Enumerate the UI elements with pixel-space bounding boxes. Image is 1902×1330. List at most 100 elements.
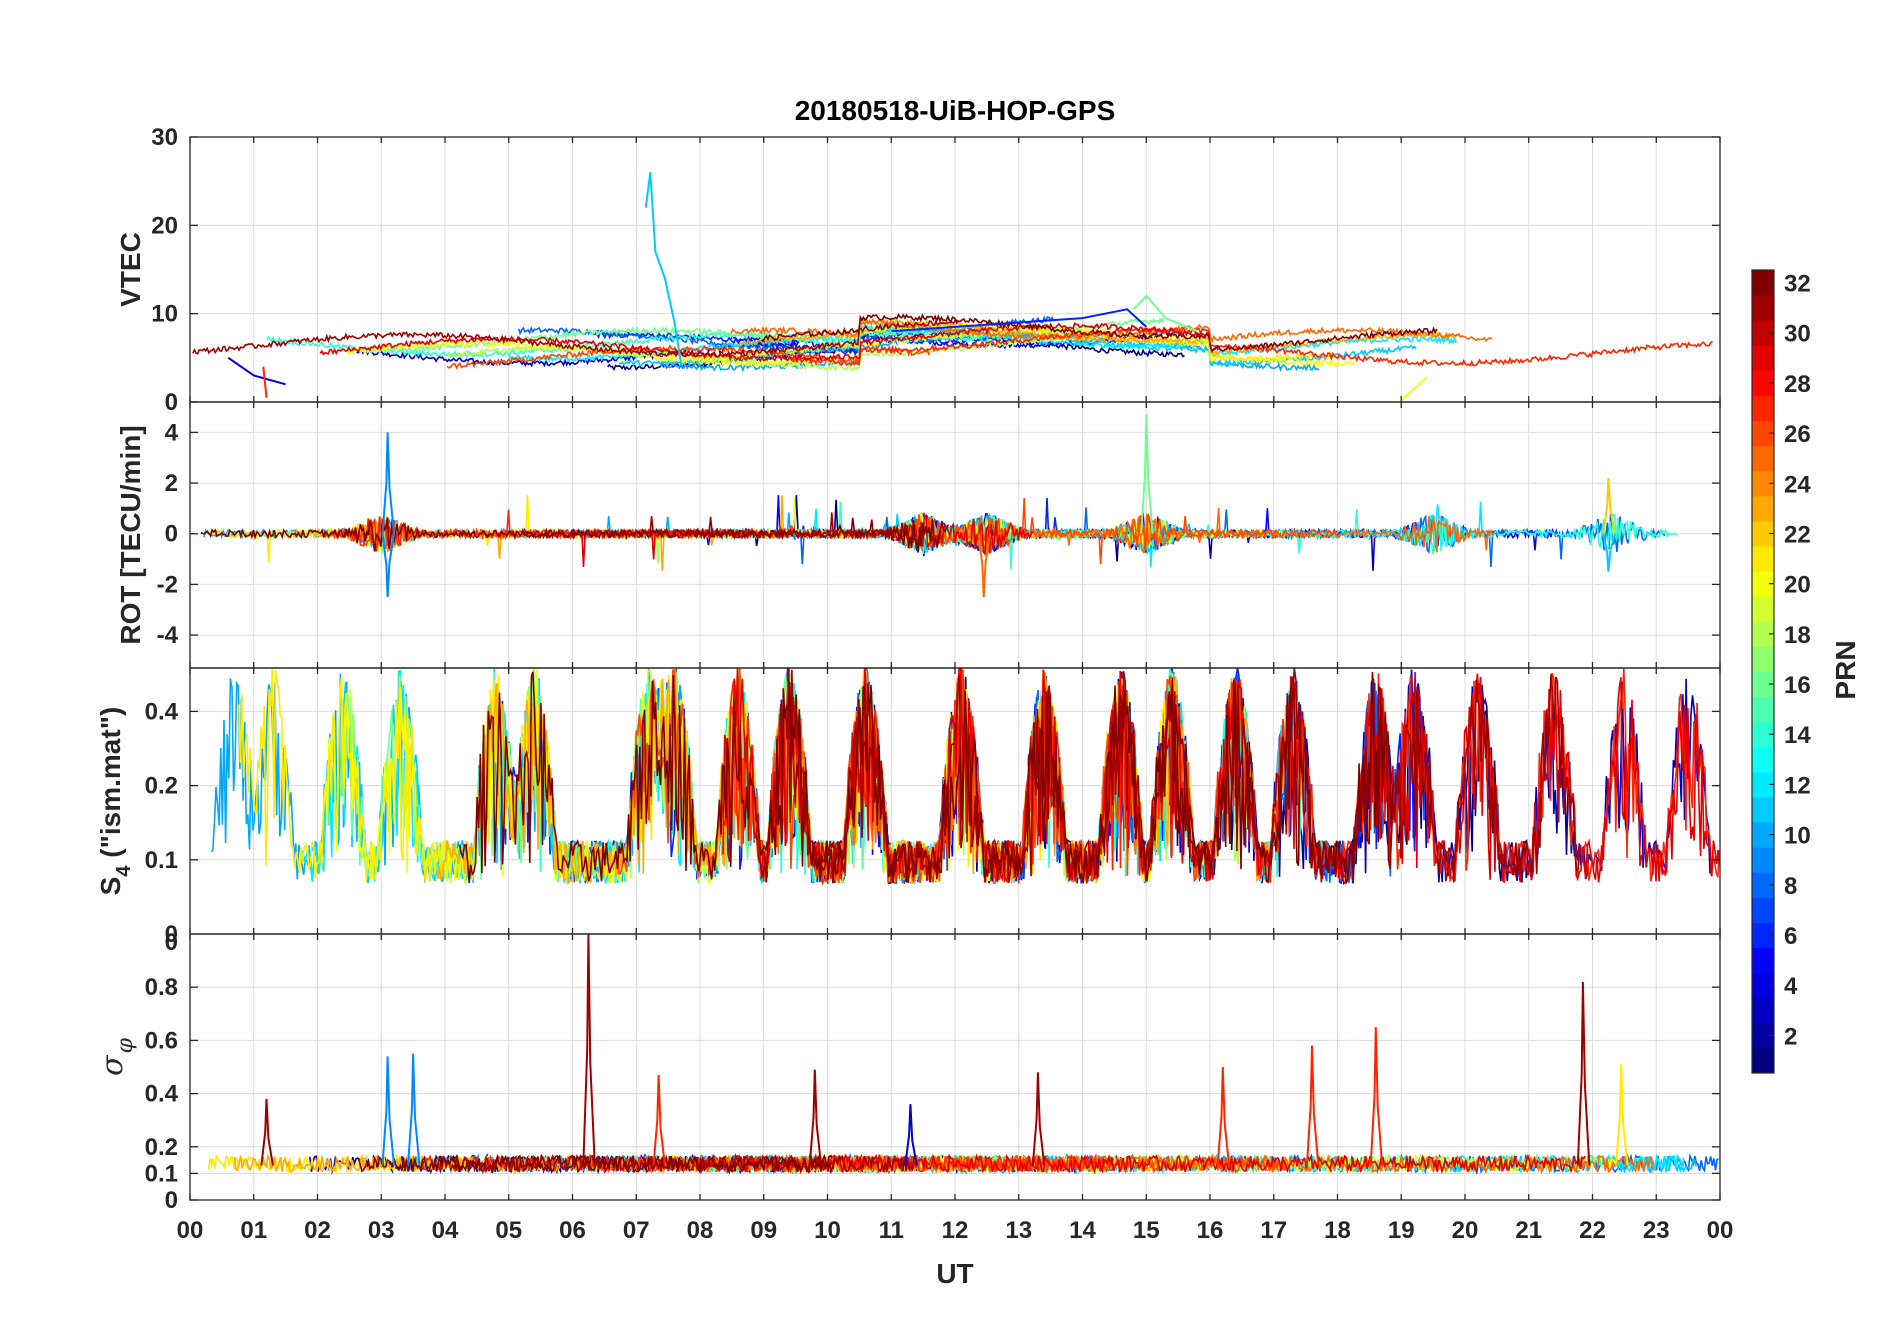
xtick-label: 12 [942,1217,969,1244]
sigma_phi-trace-prn-31 [449,1152,915,1175]
vtec-feature-2 [1132,294,1198,333]
colorbar-swatch-prn-30 [1752,320,1774,346]
x-tick-labels: 00 01 02 03 04 05 06 07 08 09 10 11 12 13 14 15 16 17 18 19… [177,1217,1734,1244]
colorbar-swatch-prn-8 [1752,872,1774,898]
vtec-trace-prn-26 [446,344,931,370]
colorbar-swatch-prn-16 [1752,671,1774,698]
sigma_phi-trace-prn-29 [700,1153,1586,1175]
xtick-label: 00 [1707,1217,1734,1244]
colorbar-swatch-prn-2 [1752,1022,1774,1049]
colorbar-swatch-prn-27 [1752,395,1774,422]
colorbar-tick-label: 26 [1784,421,1811,448]
ylabel-sigma_phi: σφ [95,1037,138,1075]
rot-trace-prn-31 [522,512,920,549]
xtick-label: 13 [1005,1217,1032,1244]
colorbar-swatch-prn-23 [1752,495,1774,522]
colorbar-swatch-prn-3 [1752,997,1774,1024]
xtick-label: 08 [687,1217,714,1244]
sigma_phi-peak-11 [1576,981,1591,1166]
colorbar-swatch-prn-25 [1752,445,1774,472]
colorbar-swatch-prn-6 [1752,922,1774,949]
xtick-label: 21 [1515,1217,1542,1244]
vtec-trace-prn-31 [192,318,960,359]
xtick-label: 02 [304,1217,331,1244]
sigma_phi-peak-9 [1305,1045,1320,1166]
rot-peak-4 [1602,477,1616,534]
colorbar-label: PRN [1830,640,1861,699]
colorbar-swatch-prn-28 [1752,370,1774,396]
vtec-feature-5 [1400,376,1428,401]
sigma_phi-peak-2 [407,1053,421,1166]
vtec-feature-1 [891,308,1147,333]
colorbar-tick-label: 2 [1784,1023,1797,1050]
colorbar-tick-label: 22 [1784,521,1811,548]
series-group-sigma_phi [207,934,1720,1175]
colorbar-swatch-prn-18 [1752,621,1774,647]
colorbar-swatch-prn-5 [1752,947,1774,974]
xtick-label: 06 [559,1217,586,1244]
sigma_phi-peak-10 [1369,1027,1384,1166]
ytick-label-s4-bottom: 0 [165,921,178,948]
ytick-label-s4: 0.4 [145,698,179,725]
series-group-vtec [192,172,1713,401]
vtec-feature-3 [227,356,286,386]
xtick-label: 22 [1579,1217,1606,1244]
xtick-label: 10 [814,1217,841,1244]
vtec-feature-4 [262,366,268,398]
xtick-label: 16 [1197,1217,1224,1244]
rot-peak-2 [977,533,992,598]
ylabel-s4: S4 ("ism.mat") [95,707,135,896]
colorbar-swatch-prn-24 [1752,470,1774,497]
ytick-label-sigma_phi: 0 [165,1187,178,1214]
xtick-label: 07 [623,1217,650,1244]
ytick-label-sigma_phi: 0.2 [145,1134,178,1161]
xtick-label: 14 [1069,1217,1096,1244]
ylabel-rot: ROT [TECU/min] [115,425,146,644]
rot-trace-prn-32 [200,517,950,553]
ytick-label-sigma_phi: 0.8 [145,974,178,1001]
xtick-label: 19 [1388,1217,1415,1244]
colorbar-swatch-prn-14 [1752,721,1774,748]
colorbar-tick-label: 24 [1784,471,1811,498]
ytick-label-s4: 0.2 [145,773,178,800]
colorbar-tick-label: 10 [1784,823,1811,850]
vtec-trace-prn-25 [730,317,1493,344]
colorbar-tick-label: 14 [1784,722,1811,749]
rot-peak-0 [381,432,395,534]
colorbar-swatch-prn-10 [1752,822,1774,848]
colorbar-swatch-prn-20 [1752,571,1774,597]
colorbar-swatch-prn-4 [1752,972,1774,999]
ytick-label-rot: 4 [165,419,179,446]
ytick-label-vtec: 20 [151,212,178,239]
ytick-label-vtec: 30 [151,124,178,151]
xtick-label: 03 [368,1217,395,1244]
s4-trace-prn-32 [458,671,1395,885]
sigma_phi-peak-8 [1216,1066,1231,1166]
colorbar-swatch-prn-11 [1752,796,1774,823]
sigma_phi-peak-0 [260,1098,274,1166]
series-group-rot [200,414,1678,598]
ytick-label-rot: 2 [165,470,178,497]
vtec-trace-prn-27 [788,326,1713,367]
rot-peak-5 [1602,533,1616,572]
xtick-label: 20 [1452,1217,1479,1244]
ytick-label-sigma_phi: 0.1 [145,1160,178,1187]
colorbar-tick-label: 16 [1784,672,1811,699]
colorbar-swatch-prn-12 [1752,771,1774,798]
ytick-label-vtec: 0 [165,389,178,416]
ytick-label-rot: -4 [157,622,179,649]
ytick-label-rot: -2 [157,571,178,598]
colorbar-tick-label: 28 [1784,371,1811,398]
chart-title: 20180518-UiB-HOP-GPS [795,95,1116,126]
colorbar-swatch-prn-32 [1752,270,1774,296]
grid-vtec [190,136,1720,403]
colorbar-tick-label: 4 [1784,973,1798,1000]
colorbar-tick-label: 20 [1784,572,1811,599]
xtick-label: 00 [177,1217,204,1244]
panel-s4: 0.1 0.2 0.4 0 S4 ("ism.mat") [95,667,1721,948]
sigma_phi-peak-6 [904,1104,918,1166]
colorbar-swatch-prn-29 [1752,345,1774,371]
